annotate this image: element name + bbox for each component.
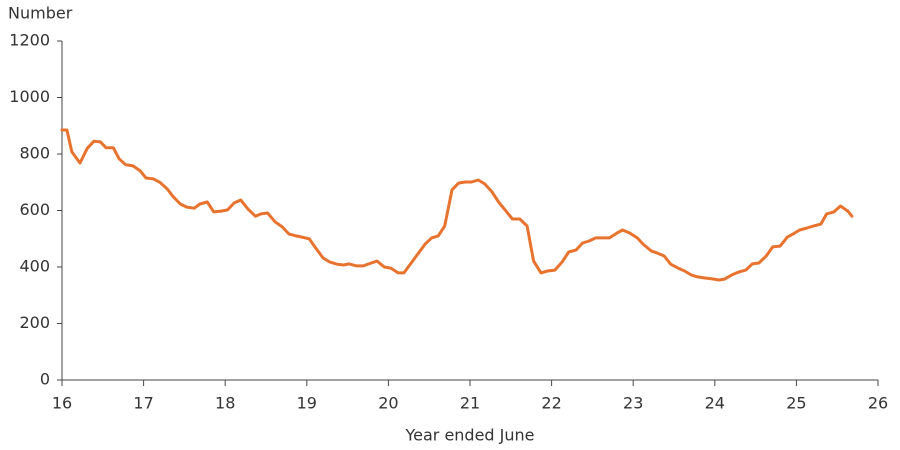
x-axis-label: Year ended June [404, 426, 534, 445]
y-tick-label: 800 [19, 144, 50, 163]
x-tick-label: 20 [378, 394, 398, 413]
x-tick-label: 17 [133, 394, 153, 413]
x-tick-label: 23 [623, 394, 643, 413]
y-tick-label: 0 [40, 370, 50, 389]
y-tick-label: 200 [19, 313, 50, 332]
y-tick-label: 1200 [9, 31, 50, 50]
y-tick-label: 1000 [9, 87, 50, 106]
x-tick-label: 25 [786, 394, 806, 413]
y-tick-label: 600 [19, 200, 50, 219]
x-tick-label: 21 [460, 394, 480, 413]
y-tick-label: 400 [19, 257, 50, 276]
x-tick-label: 19 [297, 394, 317, 413]
x-tick-label: 18 [215, 394, 235, 413]
data-line [60, 128, 854, 282]
x-tick-label: 22 [541, 394, 561, 413]
y-axis-label: Number [8, 4, 73, 23]
x-tick-label: 26 [868, 394, 888, 413]
x-tick-label: 16 [52, 394, 72, 413]
x-tick-label: 24 [705, 394, 725, 413]
